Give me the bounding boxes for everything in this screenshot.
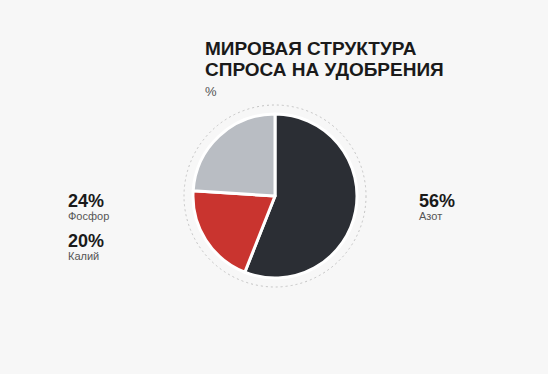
slice xyxy=(193,114,275,196)
title: МИРОВАЯ СТРУКТУРАСПРОСА НА УДОБРЕНИЯ xyxy=(205,38,444,80)
data-label: 24% xyxy=(68,191,104,211)
subtitle: % xyxy=(205,84,217,99)
outer-ring xyxy=(184,105,366,287)
category-label: Фосфор xyxy=(68,210,109,222)
slices xyxy=(193,114,357,278)
data-label: 56% xyxy=(419,191,455,211)
title-line: СПРОСА НА УДОБРЕНИЯ xyxy=(205,59,444,80)
slice xyxy=(193,191,275,272)
background xyxy=(0,0,548,374)
category-label: Калий xyxy=(68,250,99,262)
title-line: МИРОВАЯ СТРУКТУРА xyxy=(205,38,417,59)
data-label: 20% xyxy=(68,231,104,251)
chart: МИРОВАЯ СТРУКТУРАСПРОСА НА УДОБРЕНИЯ% 56%… xyxy=(0,0,548,374)
category-label: Азот xyxy=(419,210,442,222)
